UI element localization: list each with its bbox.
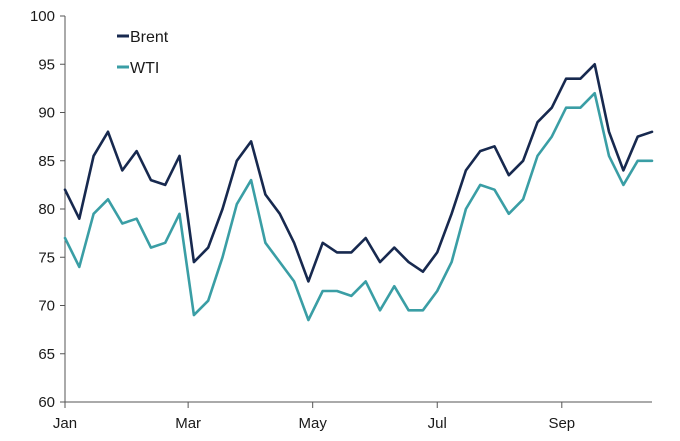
x-axis-ticks: Jan Mar May Jul Sep: [53, 402, 575, 432]
legend-label-brent: Brent: [130, 29, 169, 46]
y-axis-ticks: 60 65 70 75 80 85 90 95 100: [30, 8, 65, 411]
y-tick-label: 65: [38, 346, 55, 363]
y-tick-label: 75: [38, 249, 55, 266]
y-tick-label: 100: [30, 8, 55, 25]
y-tick-label: 95: [38, 56, 55, 73]
legend: Brent WTI: [117, 29, 169, 77]
x-tick-label: Mar: [175, 415, 201, 432]
y-tick-label: 70: [38, 298, 55, 315]
series-line-brent: [63, 63, 654, 283]
y-tick-label: 80: [38, 201, 55, 218]
series-lines: [63, 63, 654, 322]
y-tick-label: 60: [38, 394, 55, 411]
x-tick-label: Sep: [548, 415, 575, 432]
x-tick-label: May: [299, 415, 328, 432]
x-tick-label: Jul: [428, 415, 447, 432]
y-tick-label: 90: [38, 105, 55, 122]
legend-label-wti: WTI: [130, 60, 159, 77]
y-tick-label: 85: [38, 153, 55, 170]
x-tick-label: Jan: [53, 415, 77, 432]
series-line-wti: [63, 91, 654, 322]
